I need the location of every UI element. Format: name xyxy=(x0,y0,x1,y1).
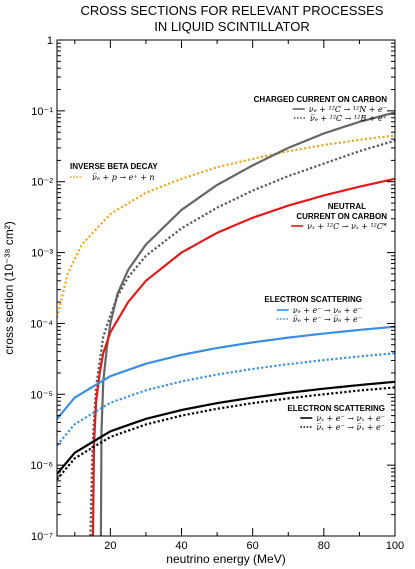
y-tick-label: 10⁻² xyxy=(31,177,53,189)
series-3 xyxy=(91,177,395,536)
series-2 xyxy=(89,139,395,536)
annotation-equation: νₓ + e⁻ → νₓ + e⁻ xyxy=(316,414,385,423)
y-axis-label: cross section (10⁻³⁸ cm²) xyxy=(2,221,16,354)
annotation-equation: νₓ + ¹²C → νₓ + ¹²C* xyxy=(307,222,387,231)
x-tick-label: 80 xyxy=(318,540,330,552)
x-tick-label: 100 xyxy=(386,540,404,552)
y-tick-label: 10⁻⁶ xyxy=(30,460,53,472)
y-tick-label: 10⁻³ xyxy=(31,248,53,260)
x-axis-label: neutrino energy (MeV) xyxy=(166,552,285,566)
annotation-heading: CURRENT ON CARBON xyxy=(296,212,387,221)
series-5 xyxy=(57,352,395,447)
annotation-heading: NEUTRAL xyxy=(328,202,366,211)
series-0 xyxy=(57,134,395,319)
annotation-ibd: INVERSE BETA DECAY ν̅ₑ + p → e⁺ + n xyxy=(70,162,158,182)
annotation-equation: ν̅ₑ + p → e⁺ + n xyxy=(92,173,155,182)
annotation-equation: ν̅ₓ + e⁻ → ν̅ₓ + e⁻ xyxy=(316,423,385,432)
y-tick-label: 10⁻⁵ xyxy=(30,389,53,401)
x-tick-label: 20 xyxy=(104,540,116,552)
annotation-es1: ELECTRON SCATTERING νₑ + e⁻ → νₑ + e⁻ν̅ₑ … xyxy=(264,295,362,324)
x-tick-label: 40 xyxy=(175,540,187,552)
y-tick-label: 10⁻⁴ xyxy=(30,318,53,330)
series-1 xyxy=(99,111,395,536)
annotation-equation: ν̅ₑ + ¹²C → ¹²B + e⁺ xyxy=(310,114,387,123)
axis-ticks: 20 40 60 80 100 10⁻⁷ 10⁻⁶ 10⁻⁵ 10⁻⁴ 10⁻³ 10⁻² 10⁻¹ 1 xyxy=(30,35,404,552)
y-tick-label: 1 xyxy=(47,35,53,47)
annotation-heading: INVERSE BETA DECAY xyxy=(70,162,158,171)
series-7 xyxy=(57,386,395,481)
annotation-heading: CHARGED CURRENT ON CARBON xyxy=(254,95,388,104)
y-tick-label: 10⁻¹ xyxy=(31,106,53,118)
chart-title-line-1: CROSS SECTIONS FOR RELEVANT PROCESSES xyxy=(81,3,384,18)
plot-frame xyxy=(56,39,396,537)
series-6 xyxy=(57,380,395,475)
annotation-equation: ν̅ₑ + e⁻ → ν̅ₑ + e⁻ xyxy=(293,315,362,324)
chart-title-line-2: IN LIQUID SCINTILLATOR xyxy=(154,19,310,34)
annotation-heading: ELECTRON SCATTERING xyxy=(264,295,362,304)
series-layer xyxy=(57,111,395,536)
chart-title: CROSS SECTIONS FOR RELEVANT PROCESSES IN… xyxy=(81,3,384,34)
annotation-equation: νₑ + e⁻ → νₑ + e⁻ xyxy=(293,306,362,315)
annotation-heading: ELECTRON SCATTERING xyxy=(287,404,385,413)
series-4 xyxy=(57,325,395,420)
y-tick-label: 10⁻⁷ xyxy=(31,531,53,543)
annotation-equation: νₑ + ¹²C → ¹²N + e⁻ xyxy=(309,105,387,114)
x-tick-label: 60 xyxy=(247,540,259,552)
